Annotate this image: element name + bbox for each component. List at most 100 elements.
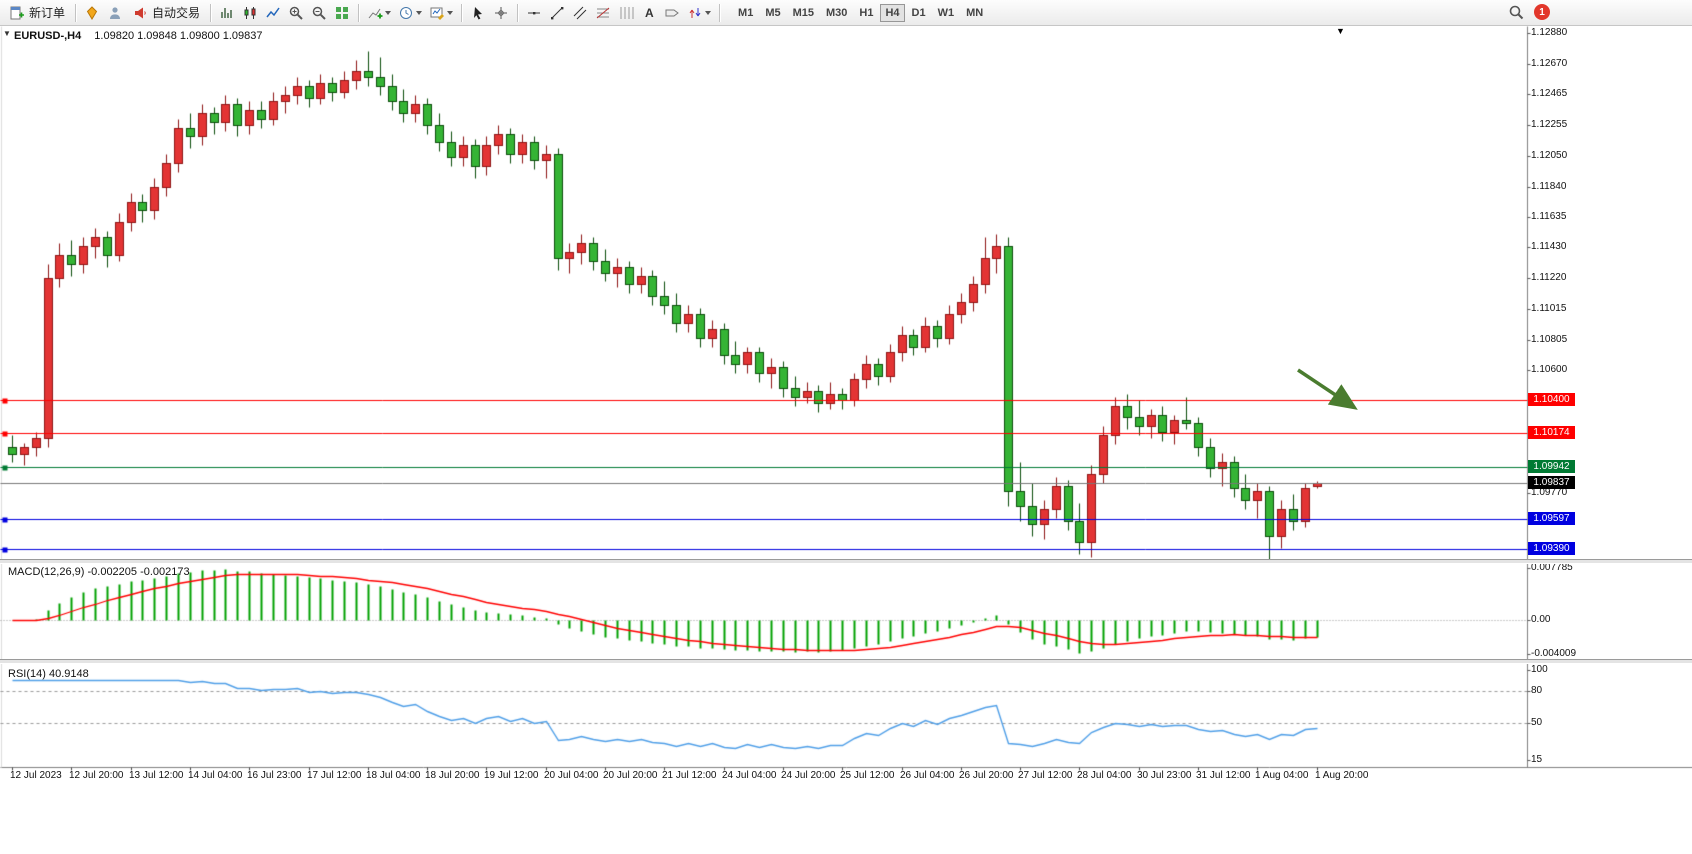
new-order-button[interactable]: 新订单 <box>4 2 70 24</box>
bar-chart-button[interactable] <box>216 2 238 24</box>
price-tick-label: 1.12670 <box>1531 58 1568 69</box>
rsi-indicator-label: RSI(14) 40.9148 <box>8 668 89 680</box>
label-tool-button[interactable] <box>661 2 683 24</box>
rsi-axis-label: 15 <box>1531 754 1543 765</box>
time-tick-label: 12 Jul 20:00 <box>69 770 124 781</box>
time-tick-label: 21 Jul 12:00 <box>662 770 717 781</box>
autotrading-icon <box>135 7 146 18</box>
indicators-button[interactable] <box>364 2 394 24</box>
rsi-axis-label: 100 <box>1531 664 1548 675</box>
timeframe-d1[interactable]: D1 <box>911 6 926 19</box>
chevron-down-icon <box>705 10 712 15</box>
trendline-tool-button[interactable] <box>546 2 568 24</box>
cursor-icon <box>474 6 483 19</box>
toolbar-separator <box>358 3 360 22</box>
chart-shift-marker[interactable]: ▼ <box>1336 26 1345 36</box>
toolbar-right-tools: 1 <box>1508 4 1550 20</box>
time-tick-label: 18 Jul 04:00 <box>366 770 421 781</box>
chevron-down-icon <box>447 10 454 15</box>
candle-chart-button[interactable] <box>239 2 261 24</box>
autotrading-button[interactable]: 自动交易 <box>127 2 205 24</box>
time-tick-label: 13 Jul 12:00 <box>129 770 184 781</box>
timeframe-h1[interactable]: H1 <box>859 6 874 19</box>
line-chart-icon <box>266 7 280 17</box>
time-tick-label: 17 Jul 12:00 <box>307 770 362 781</box>
window-splitter[interactable] <box>0 659 1692 664</box>
timeframe-h4[interactable]: H4 <box>880 3 905 22</box>
search-icon[interactable] <box>1508 4 1524 20</box>
price-tick-label: 1.11840 <box>1531 181 1567 192</box>
tile-windows-button[interactable] <box>331 2 353 24</box>
cycle-lines-tool-button[interactable] <box>615 2 637 24</box>
macd-axis-label: 0.00 <box>1531 614 1551 625</box>
cursor-tool-button[interactable] <box>467 2 489 24</box>
zoom-out-icon <box>312 6 326 20</box>
price-tick-label: 1.11220 <box>1531 272 1567 283</box>
market-button[interactable] <box>81 2 103 24</box>
time-tick-label: 12 Jul 2023 <box>10 770 62 781</box>
time-tick-label: 16 Jul 23:00 <box>247 770 302 781</box>
notification-badge[interactable]: 1 <box>1534 4 1550 20</box>
periods-button[interactable] <box>395 2 425 24</box>
trend-arrow-annotation[interactable] <box>1290 360 1380 424</box>
arrows-icon <box>689 7 701 18</box>
new-order-label: 新订单 <box>29 6 66 20</box>
time-tick-label: 31 Jul 12:00 <box>1196 770 1251 781</box>
indicators-icon <box>368 8 383 18</box>
macd-indicator-label: MACD(12,26,9) -0.002205 -0.002173 <box>8 566 190 578</box>
timeframe-m1[interactable]: M1 <box>738 6 754 19</box>
text-tool-button[interactable]: A <box>638 2 660 24</box>
window-splitter[interactable] <box>0 559 1692 564</box>
timeframe-m5[interactable]: M5 <box>765 6 781 19</box>
time-tick-label: 26 Jul 04:00 <box>900 770 955 781</box>
toolbar-separator <box>75 3 77 22</box>
candles-chart-icon <box>244 6 256 19</box>
fibonacci-icon <box>596 7 610 18</box>
svg-text:A: A <box>645 6 654 20</box>
timeframe-mn[interactable]: MN <box>966 6 984 19</box>
price-tick-label: 1.10600 <box>1531 364 1568 375</box>
time-tick-label: 30 Jul 23:00 <box>1137 770 1192 781</box>
trendline-icon <box>551 6 564 19</box>
arrows-tool-button[interactable] <box>684 2 714 24</box>
price-level-box[interactable]: 1.10174 <box>1528 426 1575 439</box>
time-tick-label: 18 Jul 20:00 <box>425 770 480 781</box>
person-icon <box>110 6 121 19</box>
community-button[interactable] <box>104 2 126 24</box>
gem-icon <box>86 5 98 20</box>
timeframe-toolbar: M1 M5 M15 M30 H1 H4 D1 W1 MN <box>733 3 988 22</box>
templates-button[interactable] <box>426 2 456 24</box>
chart-header: EURUSD-,H4 1.09820 1.09848 1.09800 1.098… <box>14 30 263 42</box>
toolbar-separator <box>517 3 519 22</box>
channel-tool-button[interactable] <box>569 2 591 24</box>
timeframe-w1[interactable]: W1 <box>937 6 955 19</box>
macd-axis-label: 0.007785 <box>1531 562 1573 573</box>
toolbar-separator <box>719 3 721 22</box>
price-tick-label: 1.11430 <box>1531 241 1567 252</box>
fibonacci-tool-button[interactable] <box>592 2 614 24</box>
price-level-box[interactable]: 1.10400 <box>1528 393 1575 406</box>
macd-axis-label: -0.004009 <box>1531 648 1577 659</box>
time-tick-label: 1 Aug 20:00 <box>1315 770 1369 781</box>
time-tick-label: 28 Jul 04:00 <box>1077 770 1132 781</box>
timeframe-m15[interactable]: M15 <box>792 6 814 19</box>
timeframe-m30[interactable]: M30 <box>826 6 848 19</box>
time-tick-label: 26 Jul 20:00 <box>959 770 1014 781</box>
crosshair-icon <box>495 6 508 19</box>
price-tick-label: 1.12255 <box>1531 119 1568 130</box>
price-level-box[interactable]: 1.09390 <box>1528 542 1575 555</box>
price-level-box[interactable]: 1.09597 <box>1528 512 1575 525</box>
zoom-in-button[interactable] <box>285 2 307 24</box>
zoom-out-button[interactable] <box>308 2 330 24</box>
chart-collapse-icon[interactable]: ▼ <box>3 29 11 38</box>
rsi-axis-label: 50 <box>1531 717 1543 728</box>
crosshair-tool-button[interactable] <box>490 2 512 24</box>
line-chart-button[interactable] <box>262 2 284 24</box>
price-tick-label: 1.12880 <box>1531 27 1568 38</box>
price-level-box[interactable]: 1.09942 <box>1528 460 1575 473</box>
current-price-box[interactable]: 1.09837 <box>1528 476 1575 489</box>
price-tick-label: 1.11635 <box>1531 211 1567 222</box>
toolbar-separator <box>461 3 463 22</box>
hline-tool-button[interactable] <box>523 2 545 24</box>
